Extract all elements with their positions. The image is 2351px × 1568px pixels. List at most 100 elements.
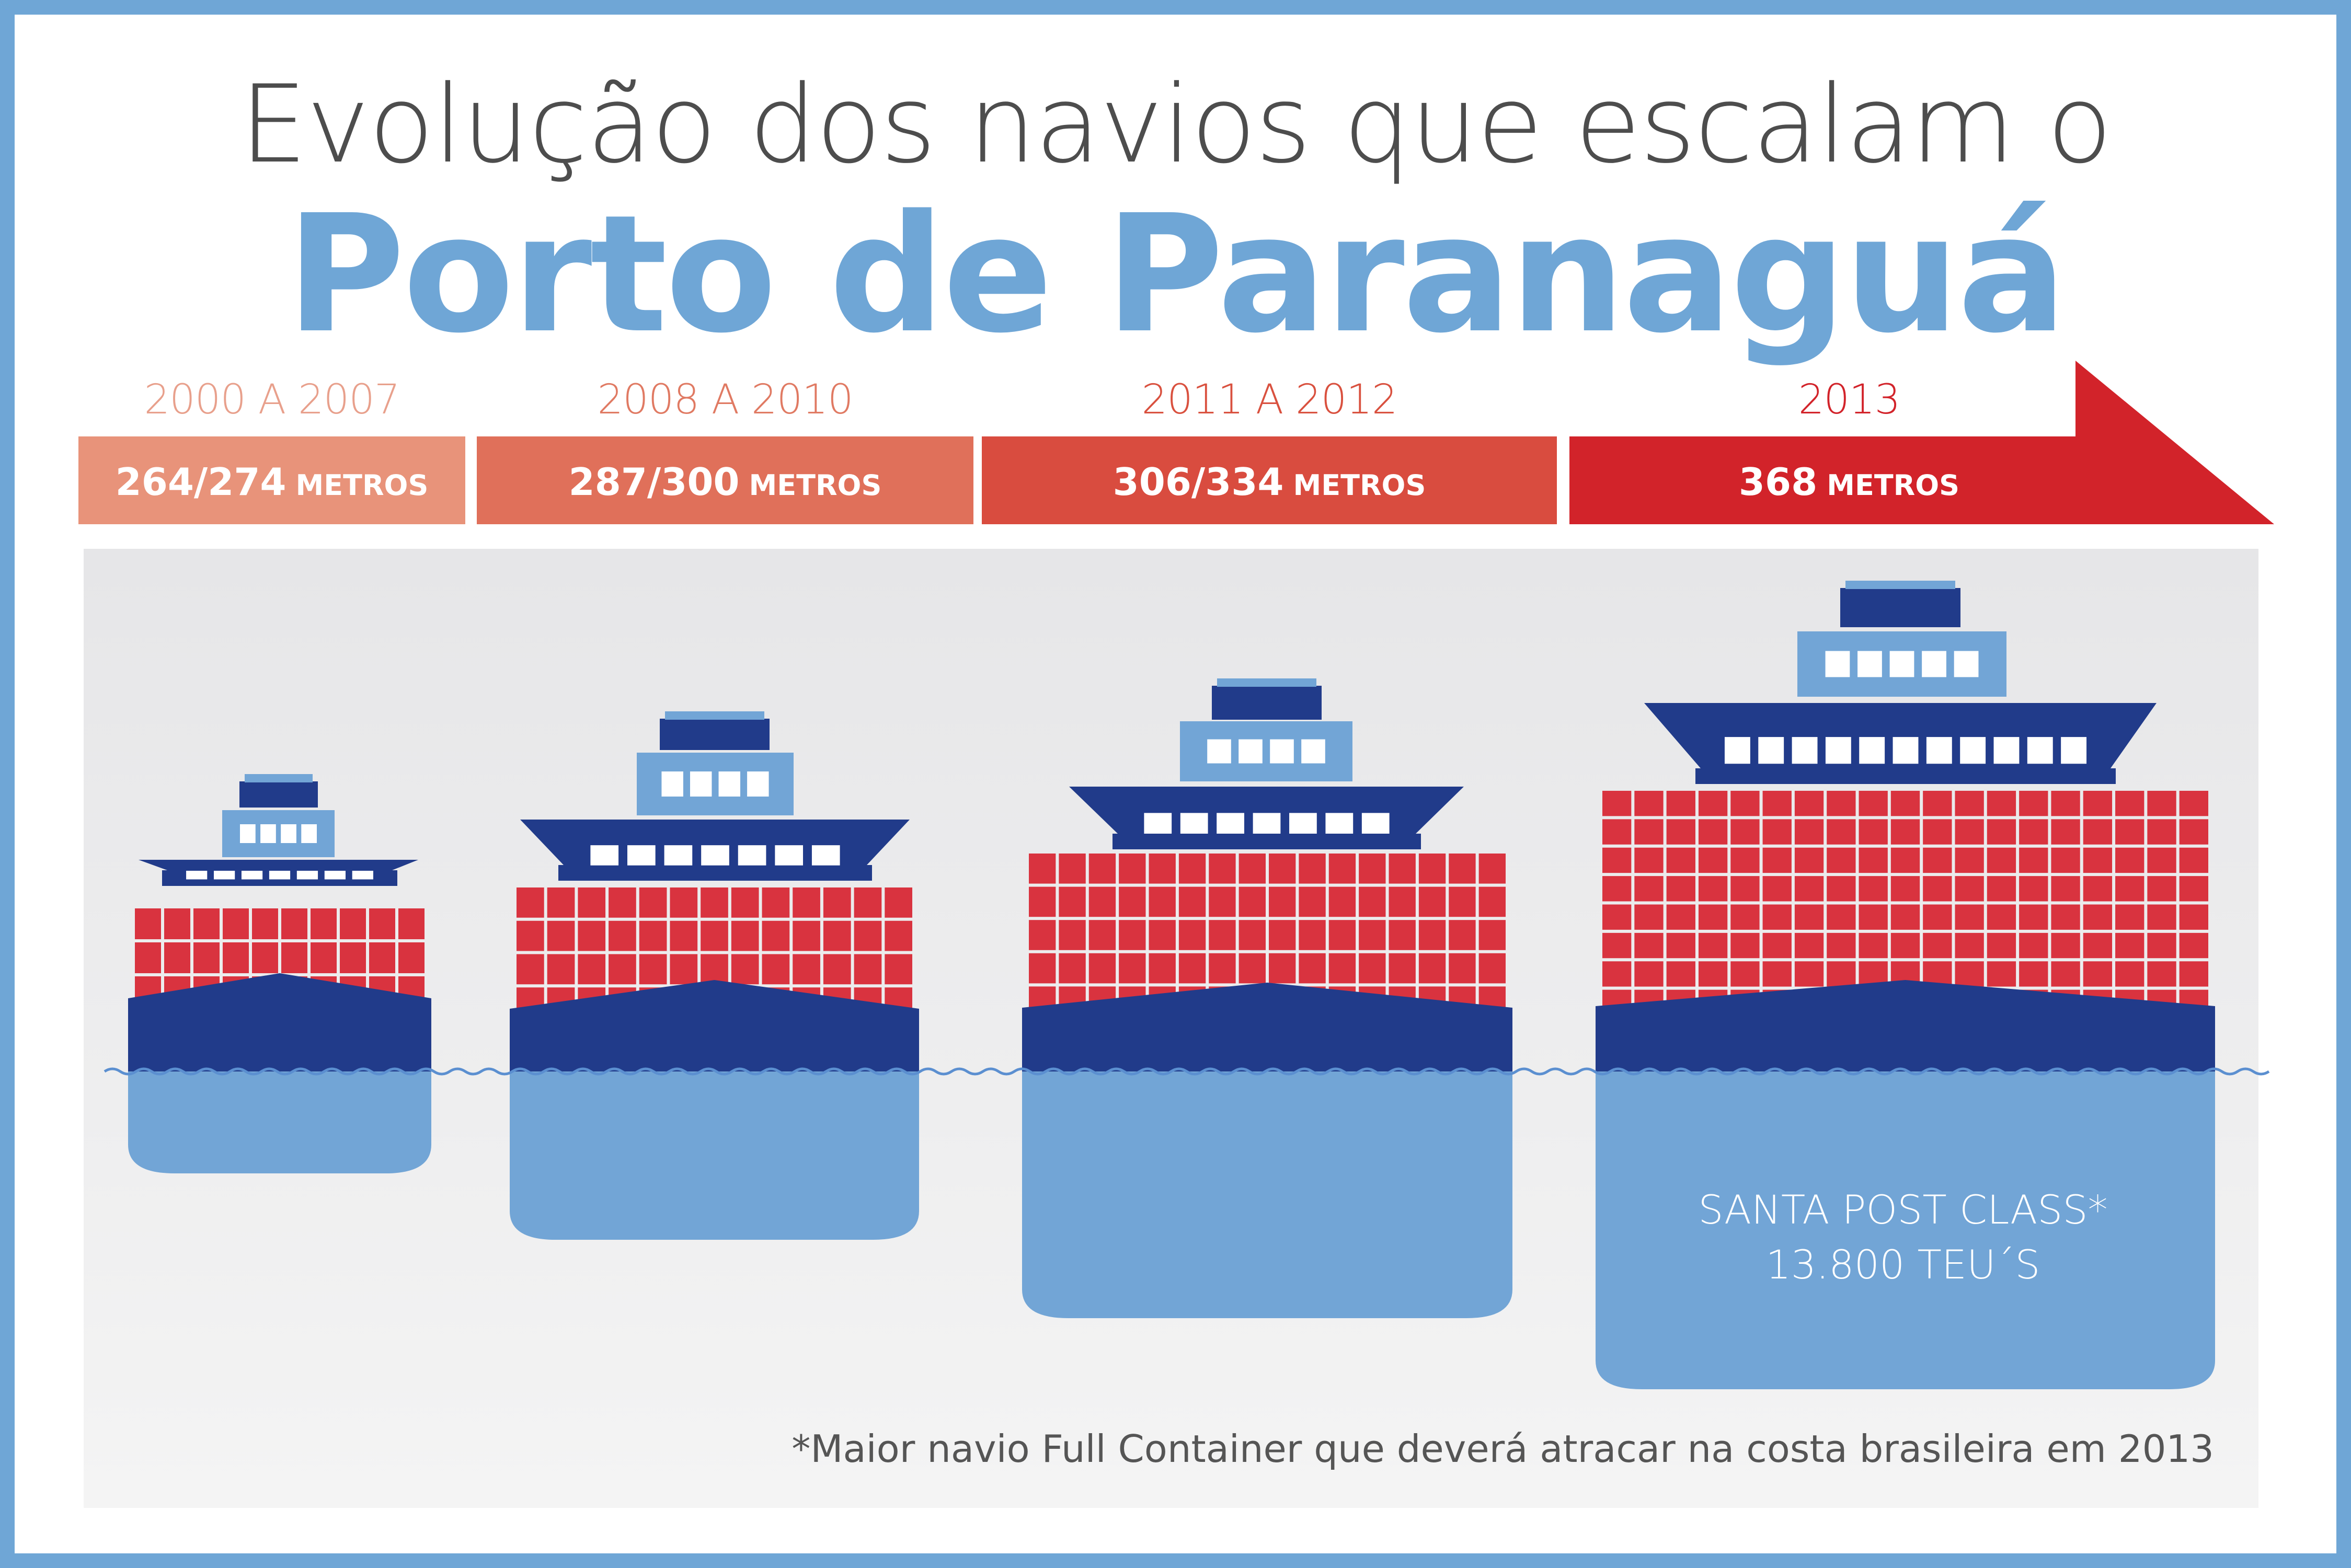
container: [578, 954, 606, 985]
period-label-2: 2008 A 2010: [597, 376, 854, 423]
cabin: [637, 753, 794, 815]
container: [1955, 819, 1984, 845]
container: [1602, 819, 1632, 845]
container: [1119, 953, 1146, 984]
container: [1698, 847, 1728, 873]
container: [731, 887, 759, 918]
container: [2051, 961, 2080, 987]
container: [1209, 886, 1236, 917]
container: [1698, 904, 1728, 930]
container: [252, 908, 278, 939]
window: [301, 824, 317, 843]
length-value: 264/274: [115, 460, 286, 504]
window: [701, 845, 729, 866]
container: [1602, 847, 1632, 873]
container: [2147, 791, 2176, 816]
timeline-bar-3: [982, 436, 1557, 524]
container: [281, 942, 307, 973]
container: [135, 942, 161, 973]
container: [1730, 819, 1760, 845]
title-line-2: Porto de Paranaguá: [286, 180, 2067, 369]
container: [2051, 932, 2080, 959]
timeline-arrow-head: [2075, 361, 2274, 524]
container: [2115, 904, 2144, 930]
container: [1859, 932, 1888, 959]
container: [2019, 876, 2048, 902]
container: [2115, 847, 2144, 873]
container: [639, 887, 667, 918]
container: [2051, 819, 2080, 845]
container: [1634, 904, 1664, 930]
container: [1149, 854, 1176, 884]
container: [1359, 920, 1386, 950]
container: [1794, 904, 1824, 930]
container: [1389, 953, 1416, 984]
container: [1762, 876, 1792, 902]
container: [1859, 847, 1888, 873]
container: [2083, 932, 2113, 959]
container: [2051, 791, 2080, 816]
wheelhouse: [660, 719, 770, 750]
container: [1088, 854, 1116, 884]
container: [1890, 876, 1920, 902]
wheelhouse: [1212, 686, 1322, 720]
container: [398, 908, 425, 939]
container: [2147, 932, 2176, 959]
container: [1794, 932, 1824, 959]
window: [1180, 813, 1208, 834]
container: [1209, 854, 1236, 884]
container: [1269, 920, 1296, 950]
container: [609, 920, 636, 951]
container: [2179, 904, 2208, 930]
container: [164, 942, 190, 973]
window: [775, 845, 803, 866]
container: [1730, 876, 1760, 902]
ship-caption-line-2: 13.800 TEU´S: [1765, 1241, 2040, 1288]
container: [1389, 854, 1416, 884]
timeline-bar-4: [1569, 436, 2129, 524]
container: [1269, 886, 1296, 917]
container: [2051, 847, 2080, 873]
container: [2115, 819, 2144, 845]
container: [2115, 961, 2144, 987]
container: [1029, 920, 1056, 950]
container: [1269, 854, 1296, 884]
window: [664, 845, 693, 866]
container: [1666, 876, 1695, 902]
container: [1299, 953, 1326, 984]
container: [639, 920, 667, 951]
window: [281, 824, 296, 843]
window: [2061, 737, 2087, 764]
cabin: [222, 810, 335, 857]
container: [1890, 904, 1920, 930]
title-line-1: Evolução dos navios que escalam o: [239, 63, 2112, 187]
window: [260, 824, 276, 843]
container: [398, 942, 425, 973]
container: [885, 920, 912, 951]
container: [639, 954, 667, 985]
container: [670, 920, 698, 951]
hull-upper: [510, 980, 919, 1071]
container: [1794, 876, 1824, 902]
window: [214, 871, 235, 880]
container: [1178, 886, 1206, 917]
wheelhouse-roof: [1845, 581, 1955, 589]
container: [1955, 791, 1984, 816]
container: [1088, 886, 1116, 917]
ship-4: [1596, 581, 2215, 1389]
container: [1149, 920, 1176, 950]
container: [1762, 904, 1792, 930]
container: [1119, 920, 1146, 950]
container: [2147, 847, 2176, 873]
container: [1299, 886, 1326, 917]
container: [1238, 920, 1266, 950]
container: [1890, 847, 1920, 873]
container: [1478, 953, 1506, 984]
container: [1449, 953, 1476, 984]
container: [1827, 932, 1856, 959]
wheelhouse: [1840, 588, 1960, 627]
length-label-4: 368 METROS: [1569, 460, 2129, 504]
container: [1666, 932, 1695, 959]
window: [1301, 739, 1325, 764]
